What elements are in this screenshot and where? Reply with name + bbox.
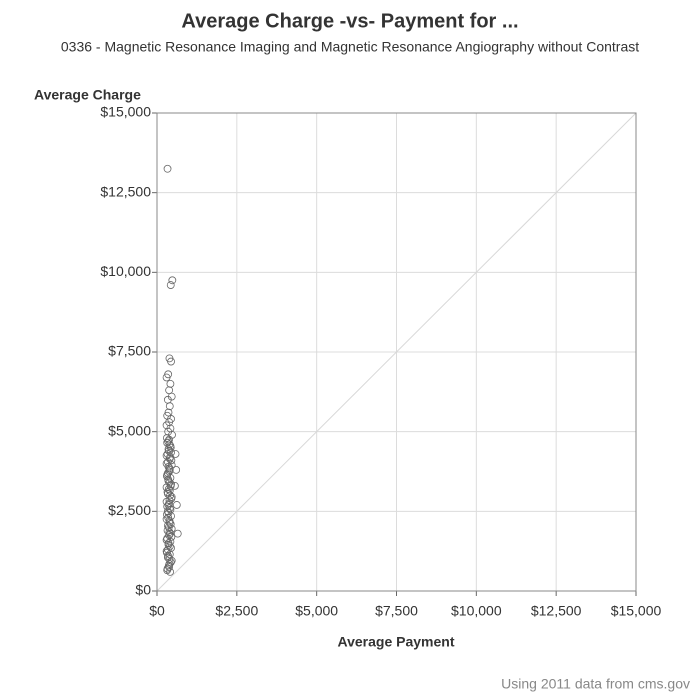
y-axis-label: Average Charge: [34, 87, 141, 103]
y-tick-label: $15,000: [100, 104, 151, 120]
x-tick-label: $10,000: [451, 603, 502, 619]
point: [173, 529, 182, 538]
point: [170, 481, 179, 490]
x-tick-label: $7,500: [375, 603, 418, 619]
point: [172, 466, 181, 474]
point: [165, 386, 174, 395]
point: [166, 281, 175, 289]
y-tick-label: $5,000: [108, 422, 151, 438]
chart-subtitle: 0336 - Magnetic Resonance Imaging and Ma…: [61, 39, 639, 55]
point: [165, 402, 174, 411]
x-tick-label: $5,000: [295, 603, 338, 619]
diagonal-line: [156, 112, 637, 592]
footnote: Using 2011 data from cms.gov: [501, 676, 690, 692]
point: [166, 379, 175, 388]
x-tick-label: $12,500: [531, 603, 582, 619]
point: [172, 501, 181, 509]
point: [162, 373, 171, 382]
point: [167, 357, 175, 366]
x-tick-label: $2,500: [215, 603, 258, 619]
y-tick-label: $7,500: [108, 343, 151, 359]
plot-frame: [156, 112, 637, 592]
y-tick-label: $12,500: [100, 183, 151, 199]
point: [171, 450, 180, 458]
x-tick-label: $15,000: [611, 603, 662, 619]
y-tick-label: $0: [135, 582, 151, 598]
x-tick-label: $0: [149, 603, 165, 619]
point: [163, 566, 172, 575]
chart-title: Average Charge -vs- Payment for ...: [181, 10, 518, 32]
y-tick-label: $10,000: [100, 263, 151, 279]
x-axis-label: Average Payment: [338, 634, 455, 650]
point: [163, 164, 172, 173]
point: [168, 276, 177, 285]
y-tick-label: $2,500: [108, 502, 151, 518]
